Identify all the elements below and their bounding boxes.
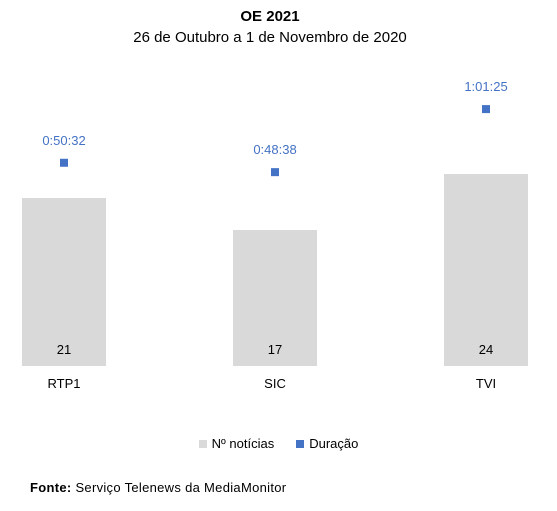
chart-title: OE 2021 <box>240 8 300 25</box>
legend-item-noticias: Nº notícias <box>198 436 275 451</box>
marker-rtp1 <box>60 158 68 167</box>
legend-swatch-duracao <box>296 439 305 448</box>
tick-label-rtp1: RTP1 <box>48 376 81 391</box>
legend-label-noticias: Nº notícias <box>211 436 275 451</box>
chart-subtitle: 26 de Outubro a 1 de Novembro de 2020 <box>133 29 407 46</box>
tick-label-tvi: TVI <box>476 376 496 391</box>
bar-rtp1 <box>22 198 106 366</box>
bar-label-tvi: 24 <box>479 342 493 357</box>
bar-label-rtp1: 21 <box>57 342 71 357</box>
bar-label-sic: 17 <box>268 342 282 357</box>
bar-tvi <box>444 174 528 366</box>
marker-label-sic: 0:48:38 <box>253 142 296 157</box>
legend-label-duracao: Duração <box>309 436 359 451</box>
source-label: Fonte <box>30 480 67 495</box>
source-note: Fonte: Serviço Telenews da MediaMonitor <box>30 480 286 495</box>
chart-plot: 21 RTP1 0:50:32 17 SIC 0:48:38 24 TVI 1:01:25 <box>22 79 528 391</box>
bar-sic <box>233 230 317 366</box>
marker-tvi <box>482 105 490 114</box>
source-separator: : <box>66 480 72 495</box>
source-text: Serviço Telenews da MediaMonitor <box>71 480 287 495</box>
marker-label-tvi: 1:01:25 <box>464 79 507 94</box>
legend-item-duracao: Duração <box>296 436 358 451</box>
marker-label-rtp1: 0:50:32 <box>42 133 85 148</box>
marker-sic <box>271 168 279 177</box>
legend-swatch-noticias <box>198 439 207 448</box>
legend: Nº notícias Duração <box>0 436 557 451</box>
tick-label-sic: SIC <box>264 376 286 391</box>
